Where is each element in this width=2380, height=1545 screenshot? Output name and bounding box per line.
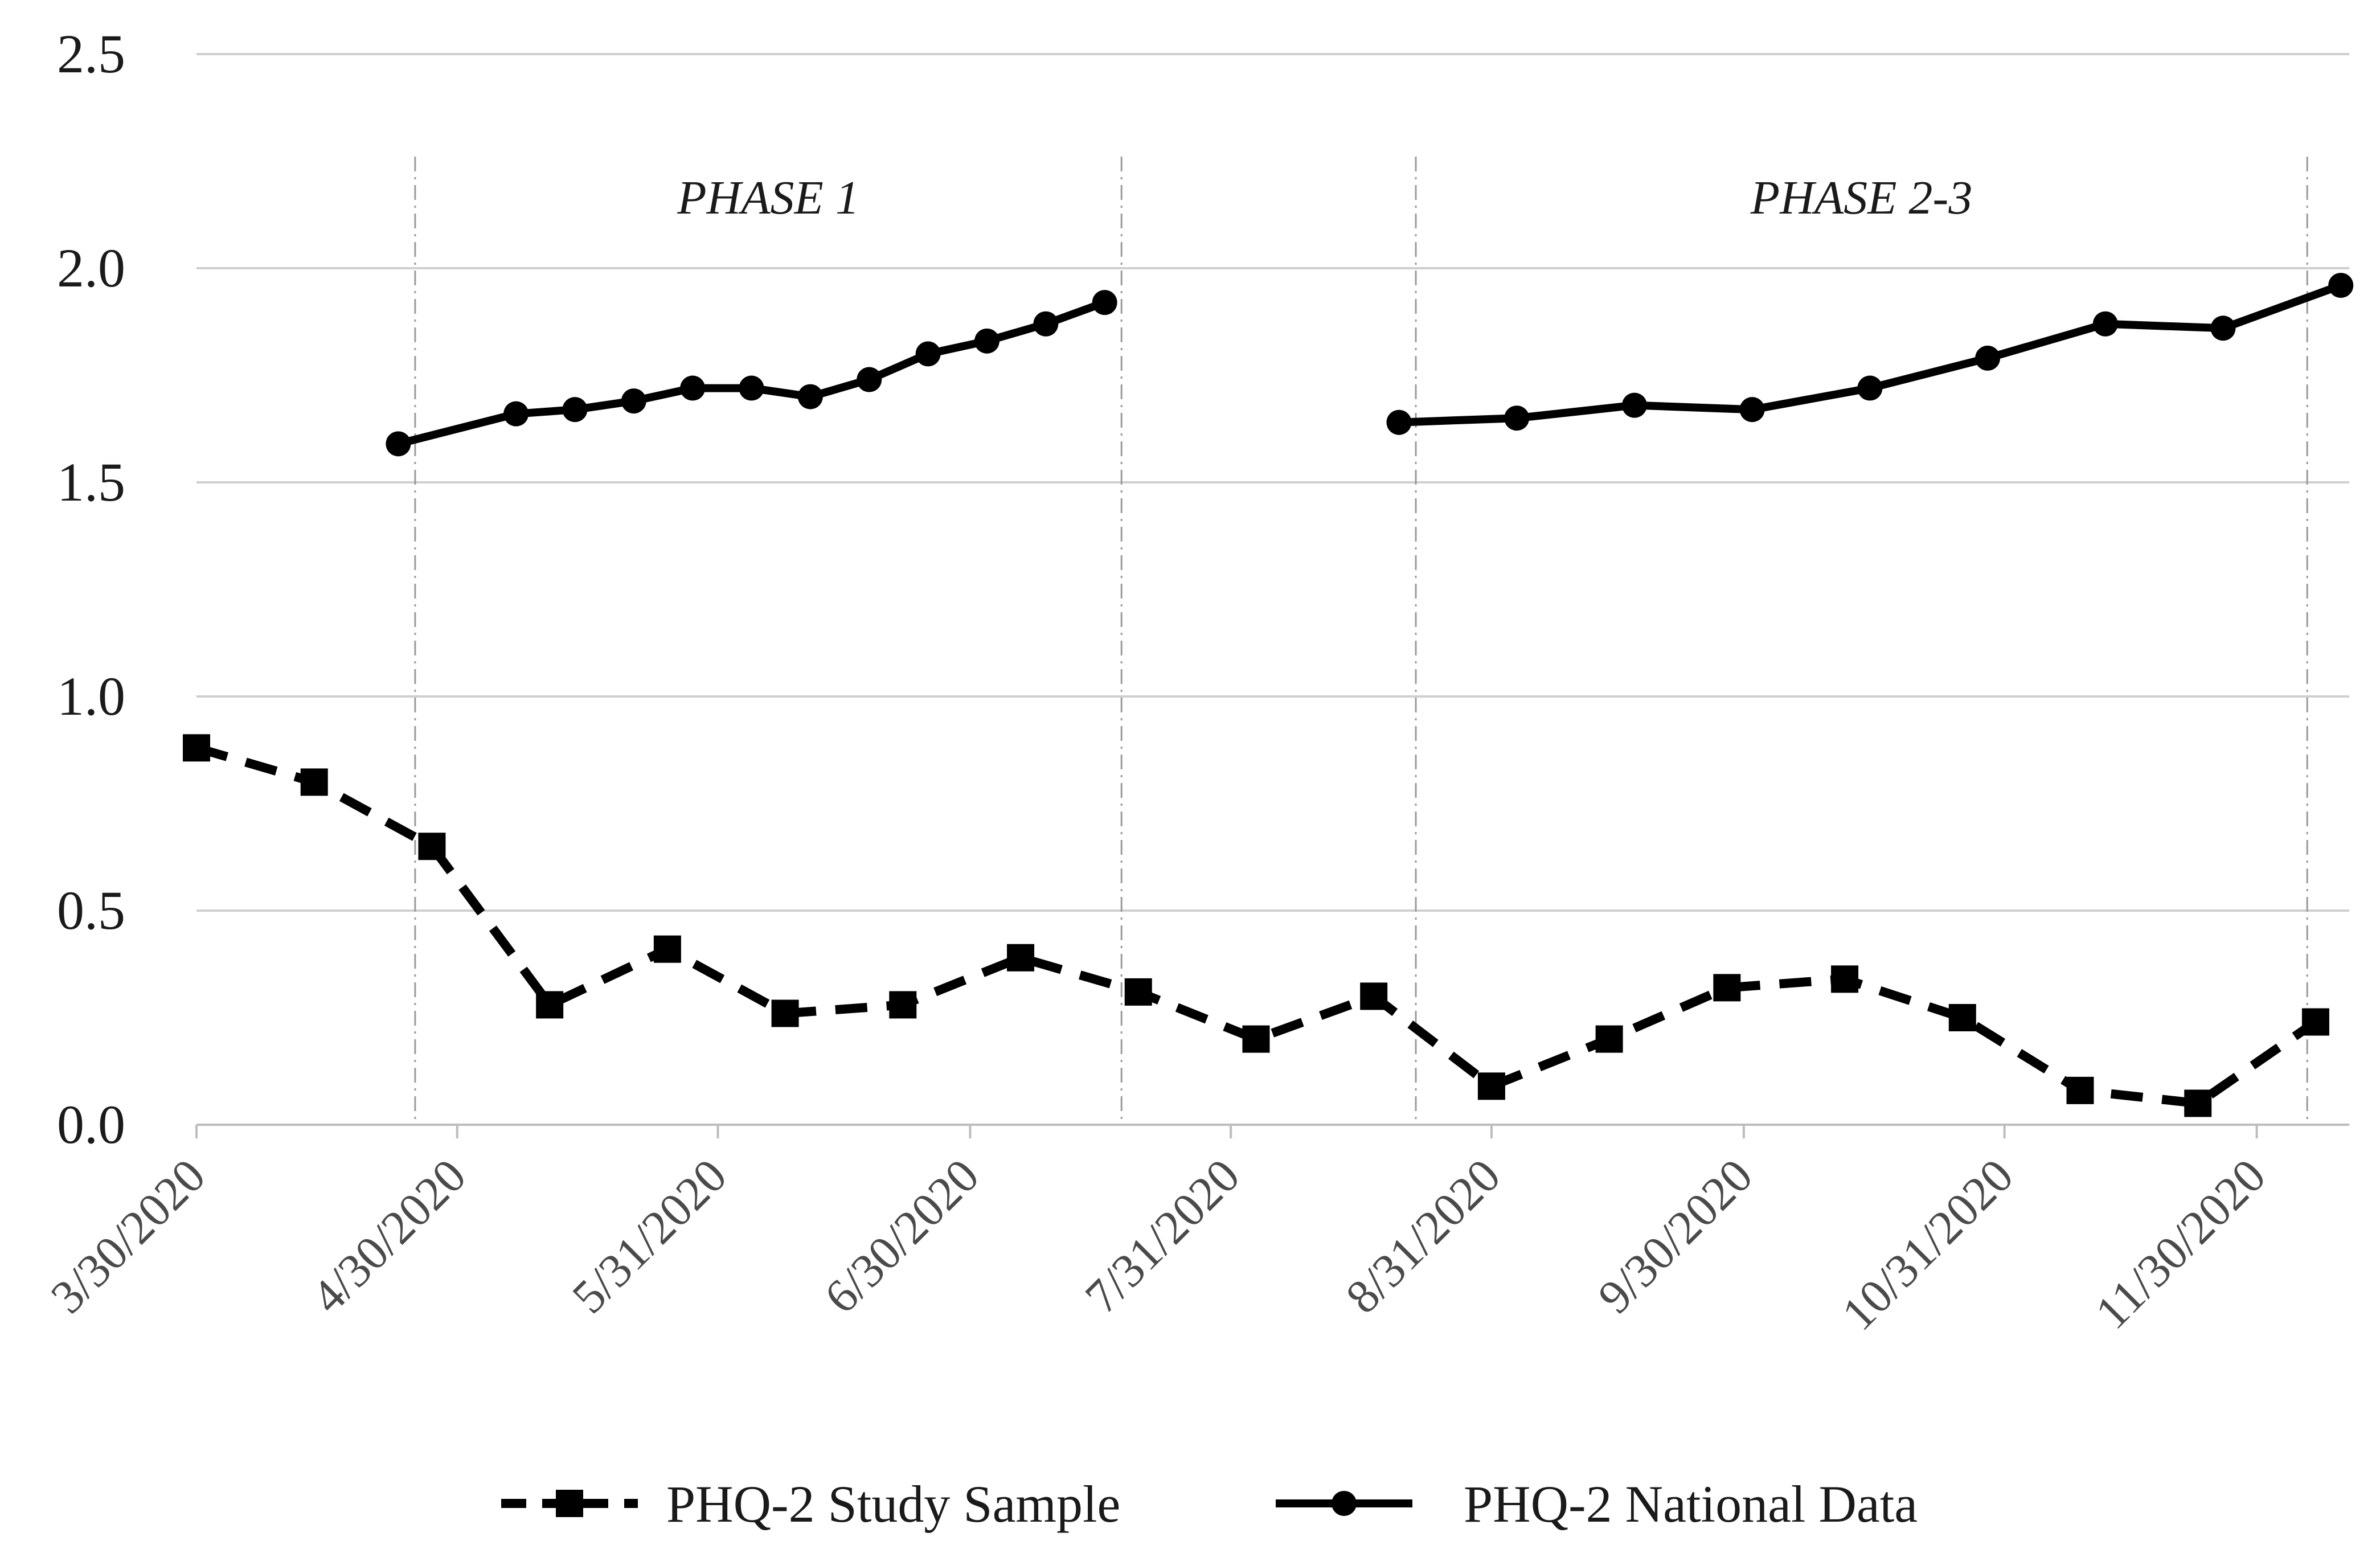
phase-label: PHASE 1 bbox=[677, 171, 859, 224]
national-data-point bbox=[857, 367, 882, 392]
study-sample-point bbox=[653, 935, 681, 963]
gridlines bbox=[196, 53, 2349, 1126]
national-data-point bbox=[386, 431, 411, 457]
x-tick-label: 4/30/2020 bbox=[302, 1149, 477, 1324]
x-tick-label: 6/30/2020 bbox=[814, 1149, 989, 1324]
study-sample-point bbox=[2301, 1008, 2329, 1036]
national-data-point bbox=[621, 388, 646, 414]
y-tick-label: 1.0 bbox=[57, 666, 125, 727]
data-series bbox=[183, 273, 2354, 1117]
national-data-point bbox=[503, 401, 529, 427]
national-data-point bbox=[1739, 397, 1765, 423]
study-sample-point bbox=[183, 734, 210, 762]
phase-label: PHASE 2-3 bbox=[1750, 171, 1973, 224]
study-sample-point bbox=[1948, 1004, 1976, 1031]
national-data-point bbox=[1975, 345, 2001, 371]
phase-dividers: PHASE 1 PHASE 2-3 bbox=[414, 157, 2308, 1125]
study-sample-point bbox=[300, 768, 328, 796]
national-data-point bbox=[2210, 315, 2236, 341]
legend: PHQ-2 Study Sample PHQ-2 National Data bbox=[501, 1475, 1918, 1533]
national-data-point bbox=[1621, 392, 1647, 418]
study-sample-point bbox=[771, 999, 799, 1027]
study-sample-point bbox=[1124, 978, 1152, 1006]
legend-label: PHQ-2 Study Sample bbox=[666, 1475, 1120, 1533]
y-tick-label: 0.0 bbox=[57, 1094, 125, 1155]
national-data-point bbox=[1857, 375, 1883, 401]
national-data-point bbox=[1033, 311, 1059, 337]
x-tick-label: 11/30/2020 bbox=[2086, 1149, 2276, 1339]
study-sample-point bbox=[536, 991, 564, 1019]
x-tick-label: 7/31/2020 bbox=[1075, 1149, 1250, 1324]
study-sample-point bbox=[1831, 965, 1859, 993]
x-tick-label: 8/31/2020 bbox=[1336, 1149, 1511, 1324]
study-sample-point bbox=[889, 991, 917, 1019]
study-sample-point bbox=[2184, 1089, 2212, 1117]
y-axis-tick-labels: 0.0 0.5 1.0 1.5 2.0 2.5 bbox=[57, 23, 125, 1155]
national-data-point bbox=[739, 375, 764, 401]
x-tick-label: 5/31/2020 bbox=[562, 1149, 737, 1324]
y-tick-label: 2.0 bbox=[57, 237, 125, 298]
national-data-line-1 bbox=[1399, 281, 2342, 427]
legend-square-marker bbox=[556, 1490, 583, 1517]
national-data-point bbox=[562, 397, 588, 423]
study-sample-point bbox=[1477, 1072, 1505, 1100]
x-axis-tick-labels: 3/30/2020 4/30/2020 5/31/2020 6/30/2020 7/31… bbox=[41, 1149, 2276, 1341]
national-data-point bbox=[2328, 273, 2354, 298]
national-data-point bbox=[1386, 409, 1412, 435]
legend-label: PHQ-2 National Data bbox=[1464, 1475, 1918, 1533]
national-data-point bbox=[1504, 405, 1530, 431]
x-tick-label: 9/30/2020 bbox=[1588, 1149, 1763, 1324]
national-data-point bbox=[797, 384, 823, 409]
x-tick-label: 10/31/2020 bbox=[1832, 1149, 2023, 1341]
study-sample-point bbox=[1242, 1025, 1270, 1053]
x-tick-label: 3/30/2020 bbox=[41, 1149, 216, 1324]
y-tick-label: 1.5 bbox=[57, 452, 125, 513]
study-sample-point bbox=[418, 833, 446, 860]
y-tick-label: 0.5 bbox=[57, 880, 125, 941]
national-data-point bbox=[2092, 311, 2118, 337]
national-data-line-0 bbox=[397, 298, 1107, 448]
y-tick-label: 2.5 bbox=[57, 23, 125, 84]
x-axis bbox=[195, 1124, 2349, 1138]
legend-circle-marker bbox=[1332, 1491, 1357, 1516]
national-data-point bbox=[680, 375, 706, 401]
study-sample-point bbox=[1360, 982, 1388, 1010]
national-data-point bbox=[974, 328, 999, 354]
national-data-point bbox=[1092, 290, 1117, 315]
study-sample-point bbox=[1595, 1025, 1623, 1053]
study-sample-point bbox=[1713, 974, 1741, 1002]
study-sample-point bbox=[1007, 944, 1035, 972]
study-sample-point bbox=[2066, 1076, 2094, 1104]
national-data-point bbox=[915, 341, 941, 367]
